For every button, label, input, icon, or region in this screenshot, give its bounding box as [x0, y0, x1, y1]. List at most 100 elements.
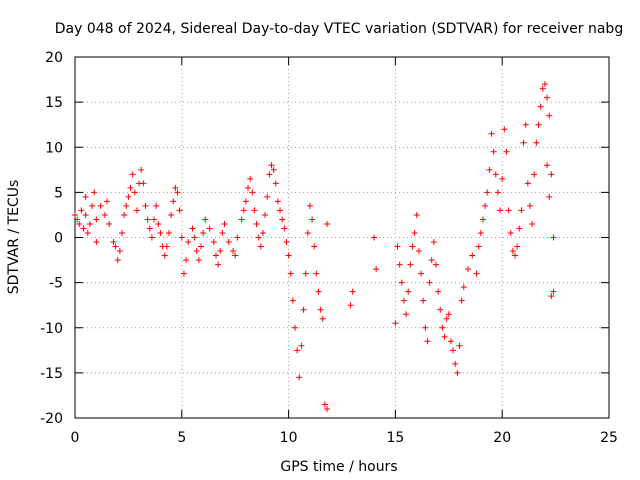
data-point	[405, 288, 412, 295]
data-point	[398, 279, 405, 286]
data-point	[144, 216, 151, 223]
x-tick-label: 20	[493, 430, 511, 446]
data-point	[74, 216, 81, 223]
data-point	[548, 171, 555, 178]
data-point	[460, 284, 467, 291]
data-point	[180, 270, 187, 277]
data-point	[490, 148, 497, 155]
data-point	[319, 315, 326, 322]
data-point	[486, 166, 493, 173]
data-point	[514, 243, 521, 250]
data-point	[86, 220, 93, 227]
data-point	[168, 211, 175, 218]
data-point	[191, 234, 198, 241]
data-point	[174, 189, 181, 196]
data-point	[501, 126, 508, 133]
data-point	[315, 288, 322, 295]
data-point	[469, 252, 476, 259]
data-point	[193, 248, 200, 255]
data-point	[531, 171, 538, 178]
data-points	[72, 81, 557, 412]
data-point	[277, 207, 284, 214]
data-point	[424, 338, 431, 345]
data-point	[518, 207, 525, 214]
data-point	[302, 270, 309, 277]
data-point	[146, 225, 153, 232]
data-point	[492, 171, 499, 178]
data-point	[285, 252, 292, 259]
data-point	[259, 229, 266, 236]
data-point	[283, 239, 290, 246]
data-point	[400, 297, 407, 304]
data-point	[127, 184, 134, 191]
data-point	[262, 211, 269, 218]
data-point	[541, 81, 548, 88]
data-point	[104, 198, 111, 205]
data-point	[176, 207, 183, 214]
data-point	[274, 198, 281, 205]
x-tick-label: 5	[177, 430, 186, 446]
data-point	[148, 234, 155, 241]
data-point	[268, 162, 275, 169]
data-point	[195, 257, 202, 264]
data-point	[533, 139, 540, 146]
data-point	[217, 248, 224, 255]
data-point	[298, 342, 305, 349]
data-point	[232, 252, 239, 259]
y-tick-label: 5	[54, 185, 63, 201]
data-point	[313, 270, 320, 277]
y-tick-label: -5	[49, 276, 63, 292]
data-point	[234, 234, 241, 241]
data-point	[200, 229, 207, 236]
data-point	[106, 220, 113, 227]
chart-title: Day 048 of 2024, Sidereal Day-to-day VTE…	[55, 21, 623, 37]
y-tick-label: -10	[40, 321, 63, 337]
data-point	[409, 243, 416, 250]
data-point	[245, 184, 252, 191]
data-point	[324, 220, 331, 227]
data-point	[240, 207, 247, 214]
data-point	[266, 171, 273, 178]
data-point	[422, 324, 429, 331]
data-point	[529, 220, 536, 227]
data-point	[294, 347, 301, 354]
data-point	[432, 261, 439, 268]
data-point	[215, 261, 222, 268]
data-point	[544, 94, 551, 101]
data-point	[219, 229, 226, 236]
data-point	[165, 229, 172, 236]
data-point	[520, 139, 527, 146]
data-point	[279, 216, 286, 223]
data-point	[396, 261, 403, 268]
grid-lines	[75, 57, 609, 418]
data-point	[499, 175, 506, 182]
data-point	[311, 243, 318, 250]
data-point	[89, 202, 96, 209]
data-point	[430, 239, 437, 246]
data-point	[349, 288, 356, 295]
data-point	[411, 229, 418, 236]
data-point	[482, 202, 489, 209]
data-point	[441, 333, 448, 340]
data-point	[91, 189, 98, 196]
data-point	[456, 342, 463, 349]
data-point	[550, 288, 557, 295]
data-point	[281, 225, 288, 232]
data-point	[242, 198, 249, 205]
y-tick-label: 0	[54, 231, 63, 247]
data-point	[403, 311, 410, 318]
data-point	[544, 162, 551, 169]
data-point	[535, 121, 542, 128]
data-point	[484, 189, 491, 196]
data-point	[78, 207, 85, 214]
data-point	[161, 252, 168, 259]
data-point	[238, 216, 245, 223]
data-point	[537, 103, 544, 110]
data-point	[435, 288, 442, 295]
data-point	[306, 202, 313, 209]
data-point	[550, 234, 557, 241]
data-point	[253, 220, 260, 227]
data-point	[443, 315, 450, 322]
data-point	[80, 225, 87, 232]
data-point	[93, 216, 100, 223]
